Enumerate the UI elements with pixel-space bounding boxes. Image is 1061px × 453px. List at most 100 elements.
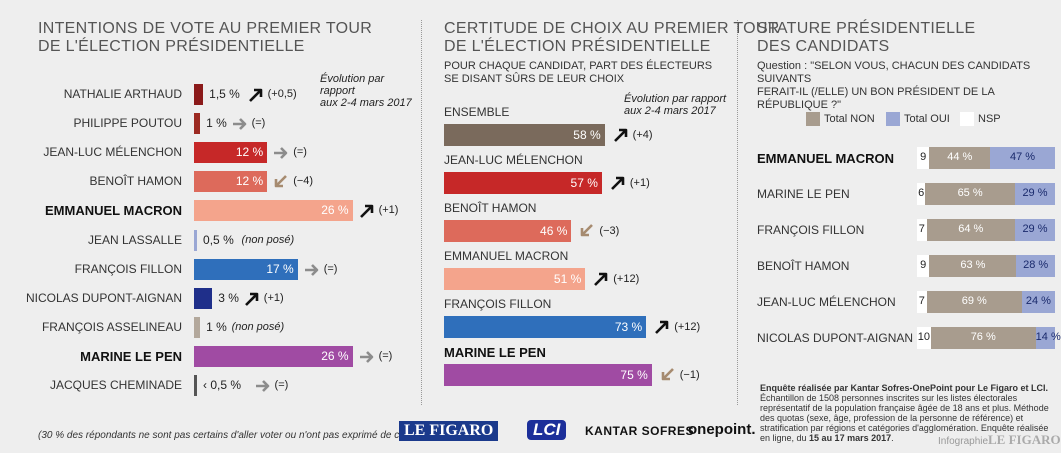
candidate-label: JEAN-LUC MÉLENCHON <box>43 145 182 160</box>
oui-segment <box>1014 183 1055 205</box>
vote-value: 12 % <box>235 174 264 189</box>
evolution-value: (−3) <box>599 225 620 237</box>
vote-bar <box>194 316 201 338</box>
panel2-evolution-note: Évolution par rapport aux 2-4 mars 2017 <box>624 93 726 117</box>
nsp-value: 9 <box>920 151 927 163</box>
certainty-value: 57 % <box>570 176 598 190</box>
vote-value: 12 % <box>235 145 264 160</box>
evolution-value: (+1) <box>378 204 399 217</box>
legend-non: Total NON <box>806 112 875 126</box>
non-segment <box>925 183 1015 205</box>
non-segment <box>929 147 991 169</box>
certainty-value: 58 % <box>573 128 601 142</box>
vote-value: ‹ 0,5 % <box>203 378 242 392</box>
candidate-label: ENSEMBLE <box>444 105 510 119</box>
vote-bar <box>194 345 353 367</box>
vote-value: 0,5 % <box>203 232 234 247</box>
nsp-segment <box>917 327 931 349</box>
trend-up-icon <box>613 128 627 142</box>
vote-bar <box>194 287 213 309</box>
candidate-label: EMMANUEL MACRON <box>444 249 569 263</box>
non-segment <box>926 291 1022 313</box>
evolution-value: (+0,5) <box>267 88 297 100</box>
evolution-value: (=) <box>293 146 307 159</box>
nsp-segment <box>917 219 927 241</box>
evolution-value: (+12) <box>674 321 701 333</box>
panel2-subtitle: POUR CHAQUE CANDIDAT, PART DES ÉLECTEURS… <box>444 60 712 86</box>
legend-nsp: NSP <box>960 112 1001 126</box>
candidate-label: NATHALIE ARTHAUD <box>63 87 182 101</box>
non-segment <box>926 219 1015 241</box>
infographie-credit: Infographie <box>938 436 989 447</box>
vote-value: 1 % <box>206 116 227 131</box>
vote-value: 1,5 % <box>209 87 240 101</box>
candidate-label: BENOÎT HAMON <box>757 259 850 273</box>
le-figaro-small-logo: LE FIGARO <box>988 432 1061 447</box>
oui-segment <box>1035 327 1055 349</box>
evolution-note-line: aux 2-4 mars 2017 <box>320 97 412 109</box>
non-value: 63 % <box>960 259 986 271</box>
panel1-footnote: (30 % des répondants ne sont pas certain… <box>38 430 421 441</box>
panel1-title-line1: INTENTIONS DE VOTE AU PREMIER TOUR <box>38 20 373 37</box>
evolution-value: (=) <box>378 349 393 362</box>
vote-value: 3 % <box>218 290 239 305</box>
oui-segment <box>1014 219 1055 241</box>
oui-segment <box>990 147 1055 169</box>
nsp-segment <box>917 291 927 313</box>
vote-bar <box>194 229 198 251</box>
vote-bar <box>194 200 353 222</box>
legend-label: Total NON <box>824 112 875 125</box>
oui-value: 14 % <box>1035 331 1061 343</box>
evolution-note-line: Évolution par <box>320 73 385 85</box>
nsp-value: 7 <box>918 223 925 235</box>
candidate-label: JACQUES CHEMINADE <box>49 378 182 392</box>
evolution-note-line: aux 2-4 mars 2017 <box>624 105 716 117</box>
evolution-value: (+1) <box>629 177 650 189</box>
oui-segment <box>1021 291 1055 313</box>
evolution-note-line: Évolution par rapport <box>624 93 727 105</box>
oui-segment <box>1016 255 1055 277</box>
non-segment <box>930 327 1036 349</box>
certainty-bar <box>444 316 647 338</box>
trend-down-icon <box>581 224 594 237</box>
vote-value: 26 % <box>321 203 349 218</box>
certainty-value: 51 % <box>553 272 582 286</box>
candidate-label: MARINE LE PEN <box>757 187 850 201</box>
candidate-label: JEAN-LUC MÉLENCHON <box>757 295 896 309</box>
evolution-value: (=) <box>323 262 338 275</box>
divider <box>421 20 423 405</box>
panel3-question: Question : "SELON VOUS, CHACUN DES CANDI… <box>757 60 1057 112</box>
panel3-title: STATURE PRÉSIDENTIELLE DES CANDIDATS <box>757 20 976 56</box>
non-value: 65 % <box>957 187 983 199</box>
certainty-bar <box>444 364 652 386</box>
nsp-segment <box>917 147 930 169</box>
trend-down-icon <box>661 368 674 381</box>
panel3-question-line2: FERAIT-IL (/ELLE) UN BON PRÉSIDENT DE LA… <box>757 86 995 111</box>
vote-bar <box>194 171 268 193</box>
non-value: 76 % <box>970 331 996 343</box>
panel1-title-line2: DE L'ÉLECTION PRÉSIDENTIELLE <box>38 38 305 55</box>
nsp-value: 6 <box>918 187 925 199</box>
evolution-value: (+4) <box>632 129 653 141</box>
source-note: Enquête réalisée par Kantar Sofres-OnePo… <box>760 383 1060 443</box>
certainty-bar <box>444 220 572 242</box>
evolution-value: (non posé) <box>241 233 295 246</box>
panel3-question-line1: Question : "SELON VOUS, CHACUN DES CANDI… <box>757 60 1031 85</box>
evolution-value: (−4) <box>293 175 314 188</box>
evolution-value: (−1) <box>679 369 700 381</box>
panel1-evolution-note: Évolution par rapport aux 2-4 mars 2017 <box>320 73 412 109</box>
candidate-label: FRANÇOIS FILLON <box>444 297 552 311</box>
candidate-label: BENOÎT HAMON <box>89 174 182 189</box>
vote-value: 17 % <box>266 261 294 276</box>
vote-value: 1 % <box>206 319 227 334</box>
panel1-title: INTENTIONS DE VOTE AU PREMIER TOUR DE L'… <box>38 20 372 56</box>
oui-value: 47 % <box>1010 151 1036 163</box>
trend-down-icon <box>274 175 288 188</box>
panel3-title-line1: STATURE PRÉSIDENTIELLE <box>757 20 976 37</box>
legend-label: Total OUI <box>904 112 950 125</box>
nsp-value: 7 <box>918 295 925 307</box>
legend-oui: Total OUI <box>886 112 950 126</box>
certainty-bar <box>444 172 602 194</box>
legend-swatch-non <box>806 112 820 126</box>
